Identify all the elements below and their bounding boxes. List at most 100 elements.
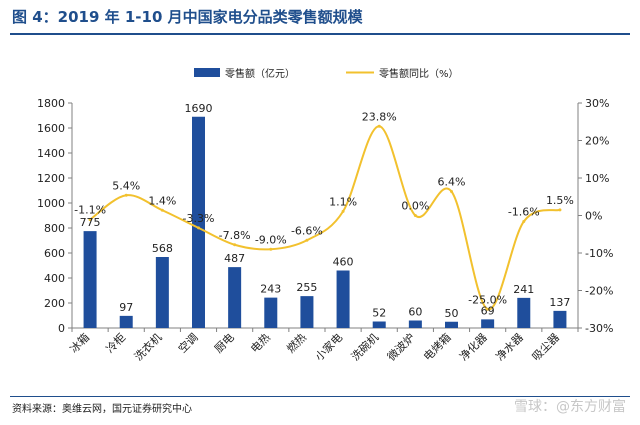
- bar-value-label: 243: [260, 283, 281, 296]
- line-value-label: -7.8%: [219, 229, 251, 242]
- legend-label-bar: 零售额（亿元）: [225, 67, 295, 80]
- legend-label-line: 零售额同比（%）: [379, 67, 459, 80]
- left-tick-label: 1800: [37, 97, 65, 110]
- title-divider: [10, 33, 630, 35]
- x-tick-label: 洗碗机: [348, 330, 381, 363]
- line-point: [269, 247, 273, 251]
- right-tick-label: 30%: [585, 97, 609, 110]
- line-value-label: 1.4%: [148, 194, 176, 207]
- left-tick-label: 0: [58, 322, 65, 335]
- bar-value-label: 97: [119, 301, 133, 314]
- left-tick-label: 1000: [37, 197, 65, 210]
- chart-svg: 零售额（亿元） 零售额同比（%） 0 200 400 600 800 1000 1200 140…: [37, 67, 613, 364]
- left-tick-label: 1400: [37, 147, 65, 160]
- bar-value-label: 241: [513, 283, 534, 296]
- line-value-label: 6.4%: [438, 176, 466, 189]
- line-point: [305, 238, 309, 242]
- line-point: [341, 209, 345, 213]
- line-value-label: 1.1%: [329, 195, 357, 208]
- right-tick-label: 0%: [585, 210, 602, 223]
- bar-value-label: 1690: [185, 102, 213, 115]
- line-value-label: -1.1%: [74, 204, 106, 217]
- bar: [264, 297, 278, 328]
- line-point: [522, 220, 526, 223]
- line-value-label: 5.4%: [112, 179, 140, 192]
- right-tick-label: -20%: [585, 285, 613, 298]
- bar-value-label: 52: [372, 307, 386, 320]
- x-tick-label: 洗衣机: [131, 330, 164, 363]
- source-note: 资料来源：奥维云网，国元证券研究中心: [12, 404, 192, 415]
- bar: [481, 319, 495, 328]
- line-point: [486, 307, 490, 311]
- left-tick-label: 600: [44, 247, 65, 260]
- x-tick-label: 吸尘器: [530, 331, 563, 364]
- bar-value-label: 568: [152, 242, 173, 255]
- bar: [445, 321, 458, 328]
- left-tick-label: 1200: [37, 172, 65, 185]
- left-tick-label: 1600: [37, 122, 65, 135]
- x-tick-label: 燃热: [284, 330, 309, 355]
- right-tick-label: 20%: [585, 135, 609, 148]
- bar: [155, 257, 169, 328]
- source-divider: [10, 396, 630, 397]
- line-point: [450, 190, 453, 193]
- bar-value-label: 69: [481, 304, 495, 317]
- bar: [517, 297, 531, 328]
- x-tick-label: 空调: [175, 330, 200, 355]
- left-tick-label: 400: [44, 272, 65, 285]
- line-value-label: -9.0%: [255, 233, 287, 246]
- right-tick-label: -30%: [585, 322, 613, 335]
- line-point: [197, 226, 200, 230]
- bar-value-label: 137: [549, 296, 570, 309]
- bar-value-label: 255: [296, 281, 317, 294]
- line-point: [377, 124, 381, 128]
- x-tick-label: 小家电: [312, 330, 345, 363]
- line-point: [160, 208, 164, 212]
- line-point: [233, 243, 237, 247]
- data-labels: 775 97 568 1690 487 243 255 460 52 60 50 69 241 137 -1…: [74, 102, 574, 320]
- bar: [228, 267, 242, 328]
- left-tick-label: 200: [44, 297, 65, 310]
- bar-value-label: 460: [333, 256, 354, 269]
- line-point: [124, 193, 128, 197]
- legend: 零售额（亿元） 零售额同比（%）: [194, 67, 459, 80]
- bar-value-label: 775: [80, 216, 101, 229]
- x-tick-label: 冷柜: [104, 331, 129, 356]
- line-point: [413, 214, 417, 217]
- line-value-label: 1.5%: [546, 194, 574, 207]
- line-value-label: -3.3%: [183, 212, 215, 225]
- line-value-label: 0.0%: [401, 200, 429, 213]
- x-tick-label: 净化器: [457, 330, 490, 363]
- line-value-label: -25.0%: [468, 293, 507, 306]
- figure-title: 图 4：2019 年 1-10 月中国家电分品类零售额规模: [12, 8, 363, 26]
- line-point: [88, 218, 92, 222]
- x-tick-label: 净水器: [493, 330, 526, 363]
- bar: [336, 270, 350, 328]
- bar: [119, 315, 133, 328]
- line-value-label: 23.8%: [362, 110, 397, 123]
- x-tick-label: 厨电: [212, 331, 237, 356]
- bar-value-label: 60: [408, 306, 422, 319]
- bar: [300, 296, 314, 328]
- bar: [408, 320, 422, 328]
- x-tick-label: 电热: [248, 331, 273, 356]
- x-tick-label: 微波炉: [384, 330, 417, 363]
- bar: [83, 231, 97, 328]
- right-tick-label: 10%: [585, 172, 609, 185]
- watermark: 雪球：@东方财富: [514, 399, 626, 415]
- right-tick-label: -10%: [585, 247, 613, 260]
- line-value-label: -6.6%: [291, 224, 323, 237]
- line-value-label: -1.6%: [508, 206, 540, 219]
- legend-swatch-bar: [194, 68, 220, 77]
- bar: [553, 310, 567, 328]
- bar: [192, 116, 205, 328]
- x-tick-label: 冰箱: [67, 330, 92, 355]
- bar-value-label: 487: [224, 252, 245, 265]
- bar-series: [83, 116, 567, 328]
- x-tick-label: 电烤箱: [420, 330, 453, 363]
- bar-value-label: 50: [445, 307, 459, 320]
- line-point: [558, 208, 562, 212]
- bar: [372, 321, 386, 328]
- left-tick-label: 800: [44, 222, 65, 235]
- line-series: [88, 124, 562, 311]
